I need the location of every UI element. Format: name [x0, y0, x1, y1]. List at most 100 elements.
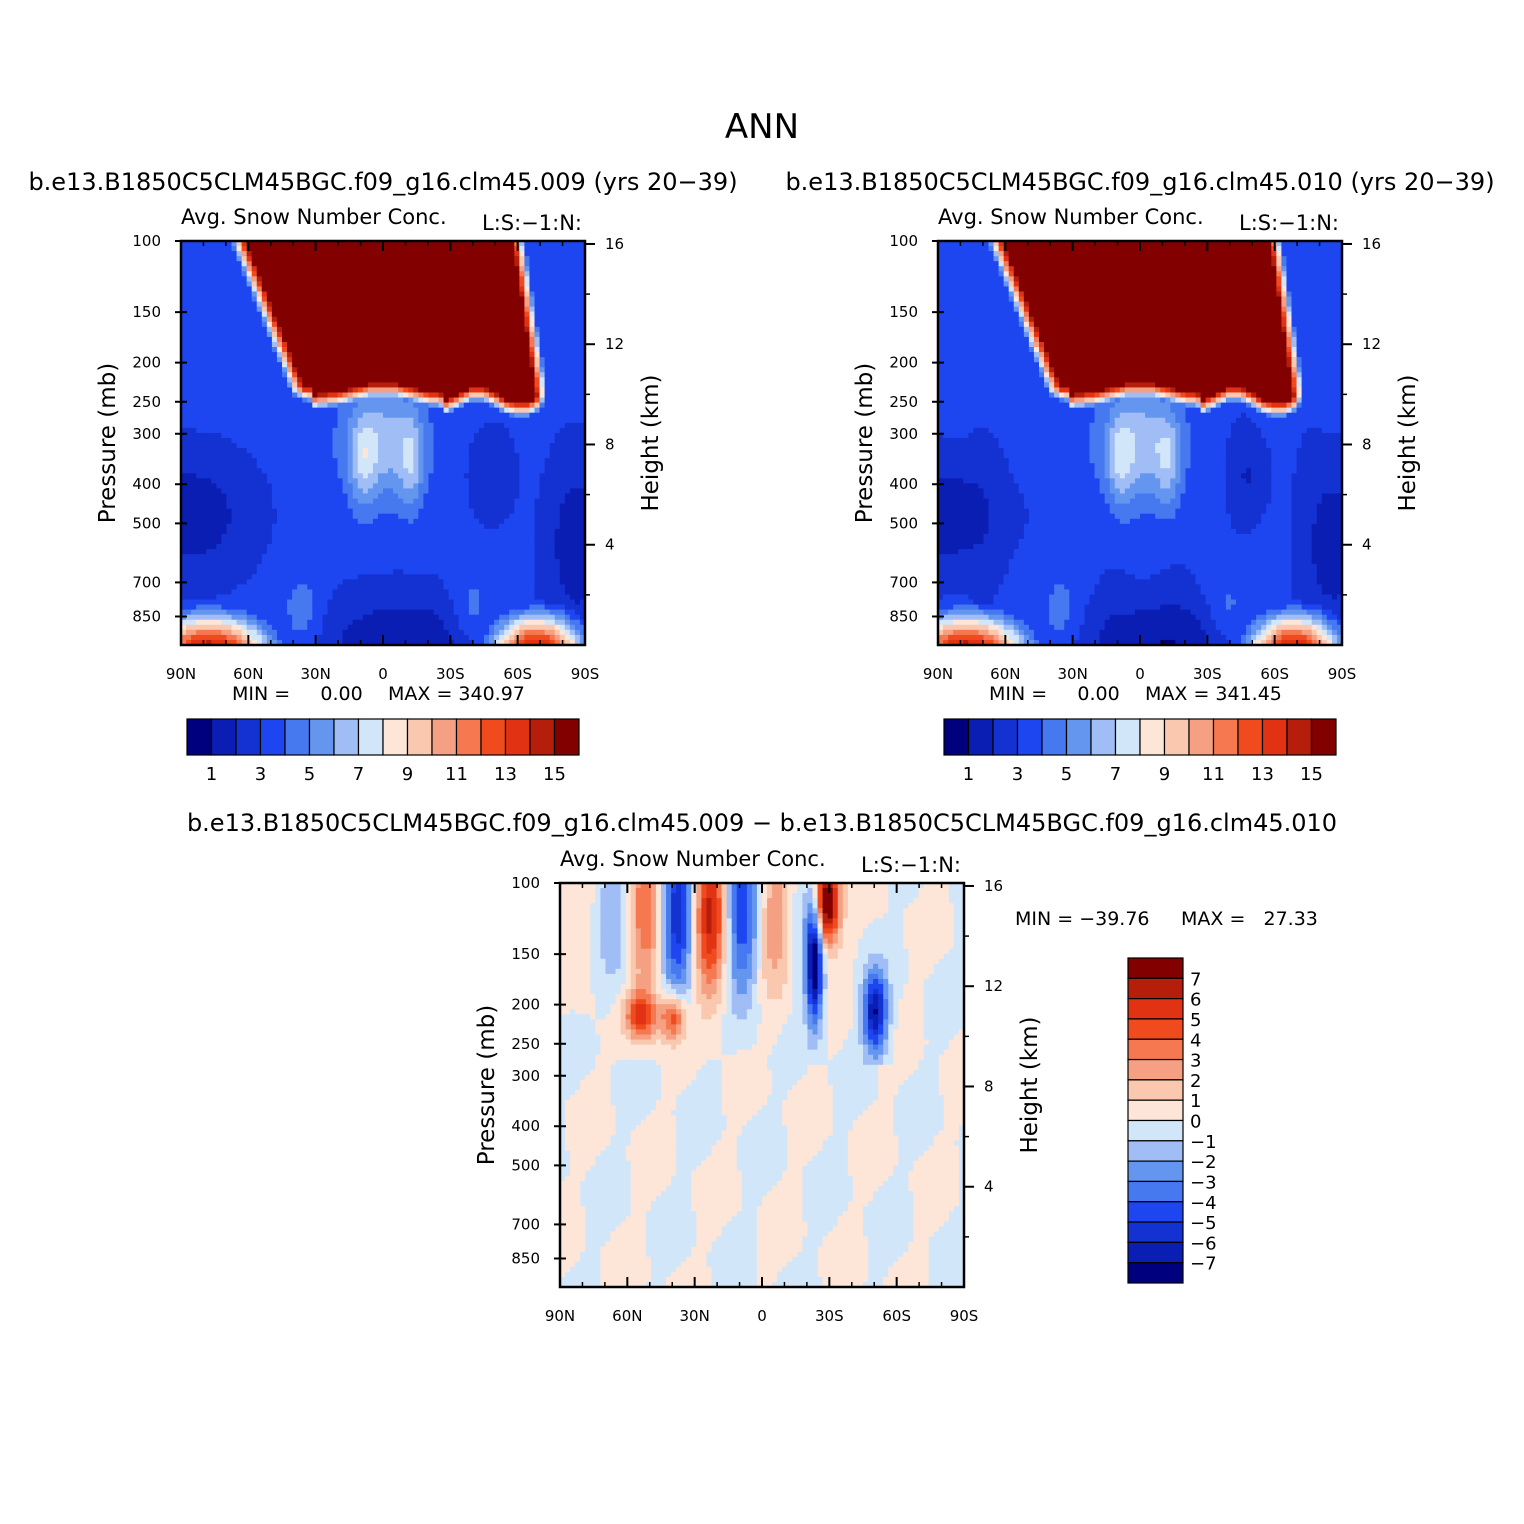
contour-cell	[362, 362, 369, 368]
contour-cell	[544, 453, 551, 459]
contour-cell	[292, 437, 298, 444]
contour-cell	[276, 281, 283, 288]
contour-cell	[251, 544, 258, 550]
contour-cell	[428, 392, 435, 399]
contour-cell	[302, 533, 308, 540]
contour-cell	[468, 458, 475, 464]
contour-cell	[463, 316, 470, 323]
contour-cell	[443, 246, 450, 252]
contour-cell	[423, 463, 430, 469]
contour-cell	[494, 432, 500, 439]
contour-cell	[337, 513, 344, 520]
contour-cell	[251, 382, 258, 389]
contour-cell	[307, 468, 313, 474]
contour-cell	[458, 347, 465, 353]
contour-cell	[433, 367, 440, 373]
contour-cell	[549, 417, 556, 424]
contour-cell	[504, 321, 510, 328]
contour-cell	[226, 342, 233, 348]
contour-cell	[509, 402, 515, 409]
contour-cell	[484, 488, 490, 495]
contour-cell	[509, 538, 515, 545]
contour-cell	[403, 488, 409, 495]
contour-cell	[504, 276, 510, 282]
contour-cell	[398, 301, 404, 308]
contour-cell	[549, 483, 556, 490]
contour-cell	[276, 463, 283, 469]
contour-cell	[337, 518, 344, 525]
contour-cell	[544, 372, 551, 378]
contour-cell	[251, 251, 258, 257]
contour-cell	[383, 549, 389, 555]
contour-cell	[196, 508, 202, 515]
contour-cell	[408, 266, 414, 272]
contour-cell	[579, 453, 585, 459]
contour-cell	[428, 347, 435, 353]
contour-cell	[327, 296, 334, 303]
contour-cell	[579, 316, 585, 323]
contour-cell	[393, 281, 399, 288]
contour-cell	[554, 417, 561, 424]
contour-cell	[453, 271, 460, 277]
contour-cell	[292, 342, 298, 348]
contour-cell	[549, 342, 556, 348]
contour-cell	[383, 336, 389, 343]
contour-cell	[413, 422, 419, 429]
contour-cell	[251, 241, 258, 247]
contour-cell	[372, 336, 379, 343]
contour-cell	[554, 382, 561, 389]
contour-cell	[342, 246, 349, 252]
contour-cell	[357, 362, 364, 368]
contour-cell	[367, 246, 374, 252]
contour-cell	[186, 463, 192, 469]
contour-cell	[398, 246, 404, 252]
contour-cell	[271, 276, 278, 282]
contour-cell	[413, 331, 419, 338]
contour-cell	[484, 407, 490, 414]
contour-cell	[428, 321, 435, 328]
contour-cell	[322, 407, 329, 414]
contour-cell	[317, 397, 323, 404]
contour-cell	[292, 362, 298, 368]
contour-cell	[367, 387, 374, 394]
contour-cell	[367, 508, 374, 515]
contour-cell	[191, 554, 197, 560]
contour-cell	[317, 458, 323, 464]
contour-cell	[276, 286, 283, 293]
contour-cell	[352, 523, 359, 530]
contour-cell	[529, 488, 536, 495]
contour-cell	[211, 316, 217, 323]
contour-cell	[478, 241, 485, 247]
contour-cell	[504, 453, 510, 459]
contour-cell	[559, 523, 566, 530]
contour-cell	[282, 437, 288, 444]
contour-cell	[453, 483, 460, 490]
contour-cell	[312, 291, 318, 298]
contour-cell	[539, 377, 546, 383]
contour-cell	[509, 372, 515, 378]
contour-cell	[383, 427, 389, 434]
contour-cell	[529, 382, 536, 389]
contour-cell	[494, 549, 500, 555]
contour-cell	[383, 397, 389, 404]
contour-cell	[297, 266, 303, 272]
contour-cell	[519, 397, 525, 404]
contour-cell	[484, 347, 490, 353]
contour-cell	[453, 432, 460, 439]
contour-cell	[312, 518, 318, 525]
contour-cell	[443, 412, 450, 419]
contour-cell	[473, 241, 480, 247]
contour-cell	[514, 342, 520, 348]
contour-cell	[261, 508, 268, 515]
contour-cell	[564, 417, 571, 424]
contour-cell	[473, 336, 480, 343]
contour-cell	[256, 296, 263, 303]
contour-cell	[494, 246, 500, 252]
contour-cell	[307, 286, 313, 293]
contour-cell	[236, 357, 243, 363]
contour-cell	[428, 443, 435, 449]
contour-cell	[307, 241, 313, 247]
contour-cell	[408, 407, 414, 414]
contour-cell	[529, 422, 536, 429]
contour-cell	[226, 296, 233, 303]
